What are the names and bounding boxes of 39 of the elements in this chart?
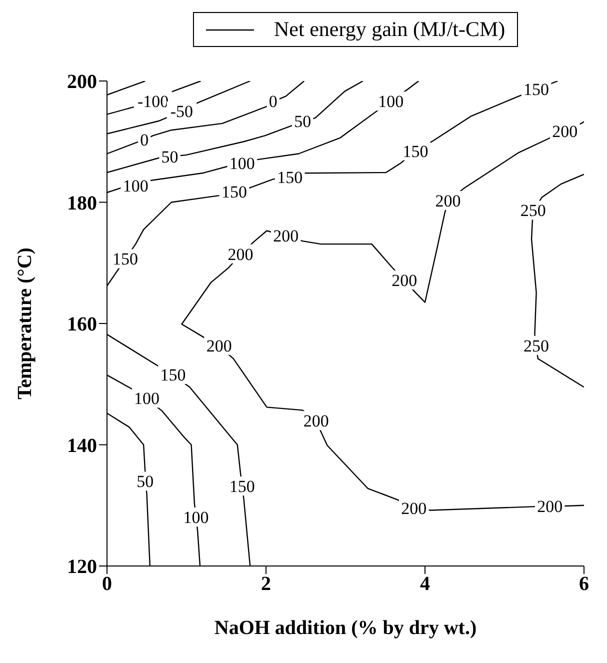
annotation: 250 [520,201,546,220]
annotation: 250 [524,336,550,356]
annotation: 150 [277,168,303,187]
x-tick-label: 0 [102,573,112,596]
annotation: 150 [402,142,428,161]
y-tick-label: 140 [67,434,97,457]
annotation: 200 [273,226,299,246]
annotation: 150 [524,80,550,99]
annotation: 150 [112,250,138,269]
annotation: 100 [183,508,209,527]
annotation: 200 [401,498,427,518]
annotation: 100 [378,92,404,112]
annotation: 200 [435,192,461,211]
annotation: 50 [294,112,312,132]
y-tick-label: 200 [67,71,97,94]
annotation: 200 [228,244,254,264]
annotation: 200 [392,270,418,290]
annotation: 100 [134,389,160,408]
y-tick-label: 120 [67,556,97,578]
y-tick-label: 180 [67,192,97,214]
annotation: 150 [160,366,186,385]
y-axis-title: Temperature (°C) [14,248,36,400]
annotation: 200 [552,122,578,141]
legend-label: Net energy gain (MJ/t-CM) [274,17,506,42]
annotation: 200 [303,412,329,431]
annotation: 150 [221,182,247,202]
annotation: 0 [140,130,149,150]
x-tick-label: 6 [579,573,589,596]
x-tick-label: 2 [261,573,271,596]
annotation: 200 [537,497,563,516]
annotation: 100 [122,176,148,196]
y-tick-label: 160 [67,314,97,336]
annotation: 100 [229,154,255,173]
annotation: 150 [229,477,255,496]
annotation: 50 [136,472,154,492]
x-tick-label: 4 [420,573,430,596]
annotation: 200 [206,336,232,356]
annotation: 50 [161,147,178,166]
x-axis-title: NaOH addition (% by dry wt.) [214,617,477,639]
